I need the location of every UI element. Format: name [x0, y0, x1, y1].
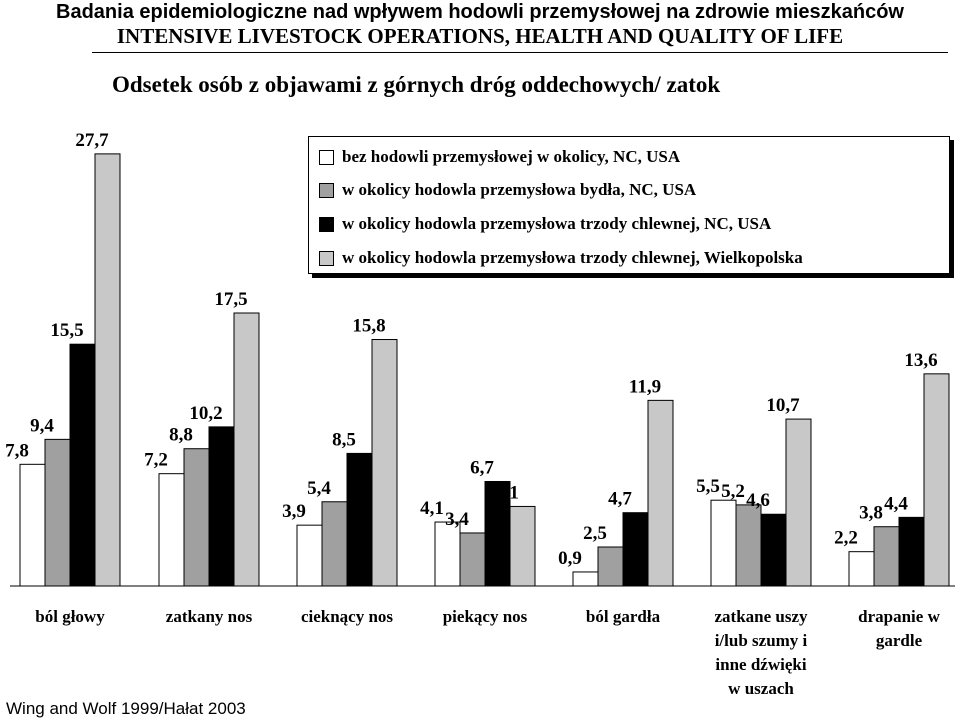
category-label-5-2: inne dźwięki: [715, 655, 806, 674]
bar-4-1: [597, 546, 624, 587]
data-label-0-1: 9,4: [30, 415, 54, 436]
bar-4-0: [572, 571, 599, 587]
data-label-1-3: 17,5: [214, 289, 247, 310]
data-label-0-3: 27,7: [75, 130, 109, 151]
data-label-0-2: 15,5: [50, 320, 83, 341]
header-divider: [92, 52, 948, 53]
header-title-english: INTENSIVE LIVESTOCK OPERATIONS, HEALTH A…: [116, 24, 844, 48]
bar-6-3: [923, 373, 950, 587]
data-label-1-2: 10,2: [189, 403, 222, 424]
data-label-1-1: 8,8: [169, 425, 193, 446]
bar-5-1: [735, 504, 762, 587]
data-label-5-0: 5,5: [696, 476, 720, 497]
data-label-3-0: 4,1: [420, 498, 444, 519]
bar-3-3: [509, 505, 536, 587]
data-label-2-0: 3,9: [282, 501, 306, 522]
chart-legend: bez hodowli przemysłowej w okolicy, NC, …: [308, 136, 950, 274]
bar-2-0: [296, 524, 323, 587]
bar-2-3: [371, 339, 398, 587]
data-label-1-0: 7,2: [144, 450, 168, 471]
data-label-6-1: 3,8: [859, 503, 883, 524]
category-label-3-0: piekący nos: [443, 607, 528, 626]
legend-item-cattle: w okolicy hodowla przemysłowa bydła, NC,…: [319, 178, 696, 202]
bar-6-0: [848, 551, 875, 587]
legend-item-hogs-nc: w okolicy hodowla przemysłowa trzody chl…: [319, 212, 771, 236]
bar-4-2: [622, 512, 649, 587]
legend-item-hogs-wielkopolska: w okolicy hodowla przemysłowa trzody chl…: [319, 246, 803, 270]
category-label-1-0: zatkany nos: [166, 607, 253, 626]
bar-6-1: [873, 526, 900, 587]
category-label-5-3: w uszach: [728, 679, 794, 698]
data-label-5-1: 5,2: [721, 481, 745, 502]
data-label-6-3: 13,6: [904, 350, 937, 371]
category-label-5-0: zatkane uszy: [714, 607, 808, 626]
data-label-4-2: 4,7: [608, 489, 632, 510]
legend-swatch-hogs-nc: [319, 216, 334, 232]
category-label-6-0: drapanie w: [858, 607, 940, 626]
data-label-5-2: 4,6: [746, 490, 770, 511]
bar-6-2: [898, 516, 925, 587]
data-label-3-3: 5,1: [495, 482, 519, 503]
legend-label-hogs-nc: w okolicy hodowla przemysłowa trzody chl…: [342, 214, 772, 233]
bar-5-3: [785, 418, 812, 587]
bar-5-0: [710, 499, 737, 587]
data-label-4-3: 11,9: [629, 376, 661, 397]
legend-label-no-farm: bez hodowli przemysłowej w okolicy, NC, …: [342, 147, 681, 166]
bar-0-1: [44, 438, 71, 587]
data-label-3-1: 3,4: [445, 509, 469, 530]
bar-0-0: [19, 463, 46, 587]
bar-4-3: [647, 399, 674, 587]
data-label-6-2: 4,4: [884, 493, 908, 514]
data-label-4-1: 2,5: [583, 523, 607, 544]
data-label-0-0: 7,8: [5, 440, 29, 461]
data-label-2-3: 15,8: [352, 316, 385, 337]
data-label-6-0: 2,2: [834, 528, 858, 549]
legend-swatch-hogs-wielkopolska: [319, 250, 334, 266]
header: Badania epidemiologiczne nad wpływem hod…: [0, 0, 960, 48]
bar-0-3: [94, 153, 121, 587]
data-label-5-3: 10,7: [766, 395, 800, 416]
bar-2-1: [321, 501, 348, 587]
category-label-5-1: i/lub szumy i: [715, 631, 808, 650]
legend-label-cattle: w okolicy hodowla przemysłowa bydła, NC,…: [342, 180, 697, 199]
data-label-2-2: 8,5: [332, 429, 356, 450]
data-label-3-2: 6,7: [470, 457, 494, 478]
bar-1-3: [233, 312, 260, 587]
chart-title: Odsetek osób z objawami z górnych dróg o…: [112, 72, 721, 97]
source-citation: Wing and Wolf 1999/Hałat 2003: [6, 699, 246, 718]
bar-1-2: [208, 426, 235, 587]
legend-label-hogs-wielkopolska: w okolicy hodowla przemysłowa trzody chl…: [342, 248, 803, 267]
legend-item-no-farm: bez hodowli przemysłowej w okolicy, NC, …: [319, 145, 680, 169]
category-label-0-0: ból głowy: [35, 607, 105, 626]
bar-3-1: [459, 532, 486, 587]
category-label-2-0: cieknący nos: [301, 607, 393, 626]
header-title-polish: Badania epidemiologiczne nad wpływem hod…: [56, 1, 904, 23]
bar-0-2: [69, 343, 96, 587]
category-label-4-0: ból gardła: [586, 607, 661, 626]
category-label-6-1: gardle: [876, 631, 923, 650]
bar-3-0: [434, 521, 461, 587]
data-label-2-1: 5,4: [307, 478, 331, 499]
legend-swatch-cattle: [319, 182, 334, 198]
data-label-4-0: 0,9: [558, 548, 582, 569]
bar-1-0: [158, 473, 185, 587]
bar-1-1: [183, 448, 210, 587]
legend-swatch-no-farm: [319, 149, 334, 165]
bar-5-2: [760, 513, 787, 587]
bar-2-2: [346, 452, 373, 587]
